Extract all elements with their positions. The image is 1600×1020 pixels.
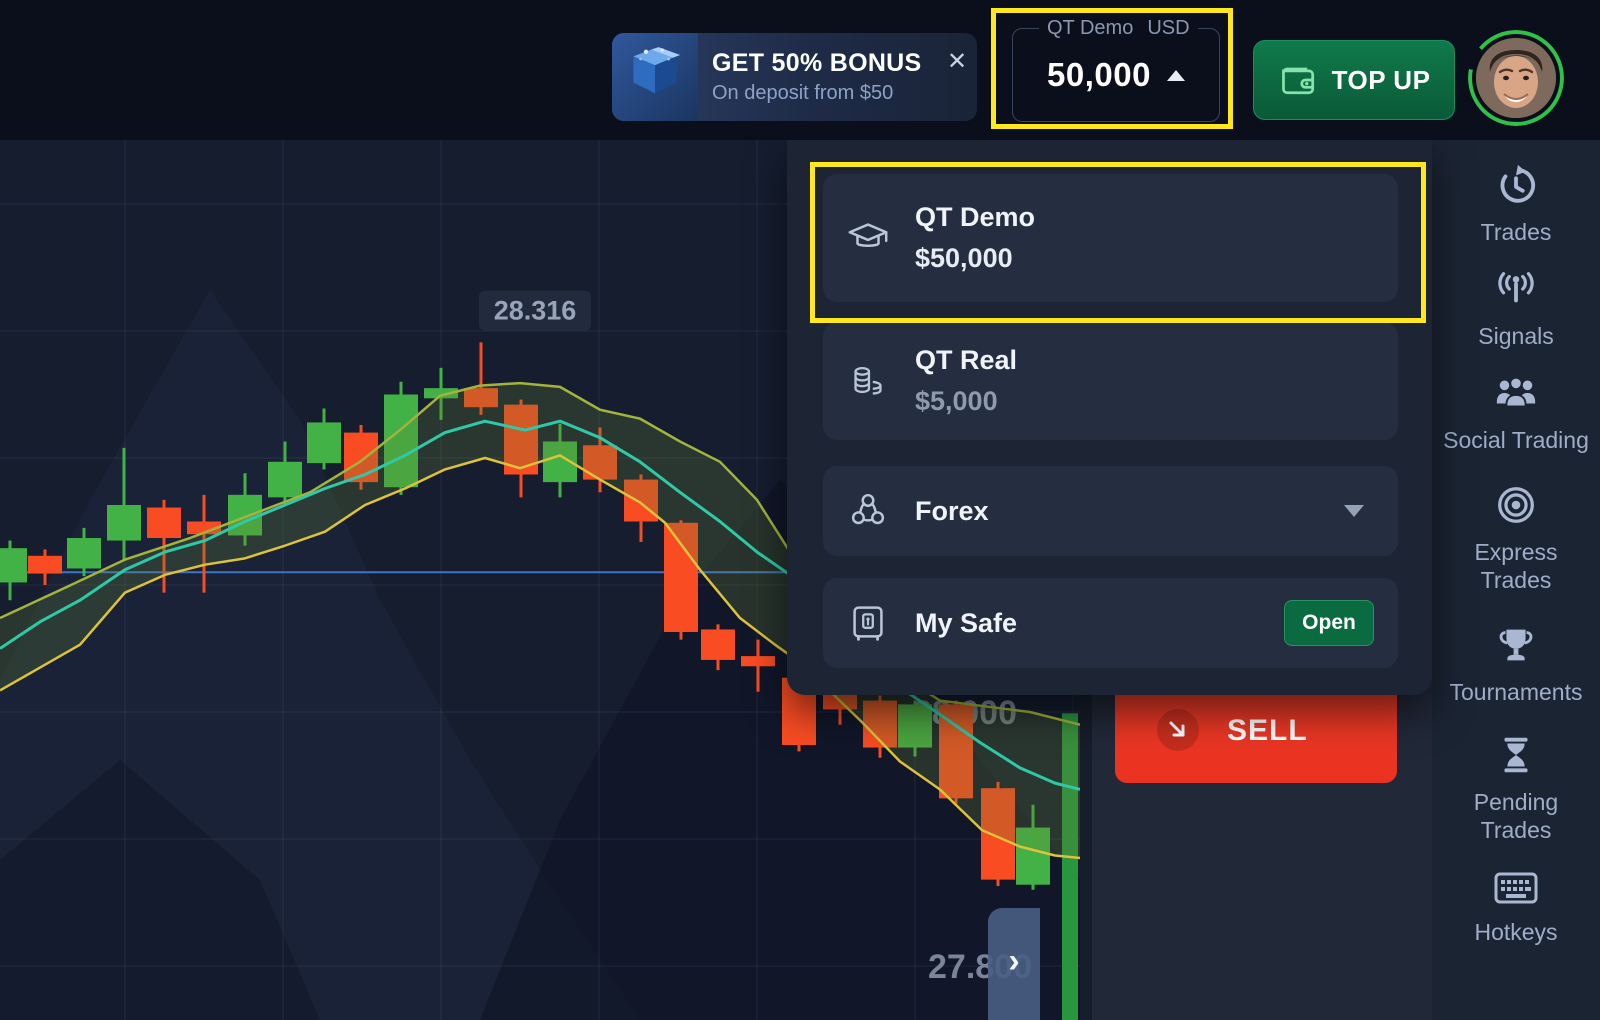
account-name: QT Demo — [915, 202, 1036, 232]
account-menu: QT Demo $50,000 QT Real $5,000 — [787, 140, 1432, 695]
expand-panel-button[interactable]: › — [988, 908, 1040, 1020]
keyboard-icon — [1494, 872, 1538, 904]
mountain-silhouette — [0, 760, 320, 1020]
gift-icon — [612, 33, 698, 121]
safe-icon — [853, 606, 883, 641]
menu-item-my-safe[interactable]: My Safe Open — [823, 578, 1398, 668]
account-balance: $50,000 — [915, 243, 1013, 273]
account-name: QT Real — [915, 345, 1018, 375]
account-balance: 50,000 — [1047, 56, 1151, 93]
trophy-icon — [1499, 629, 1533, 661]
chevron-down-icon — [1344, 505, 1364, 517]
chevron-up-icon — [1166, 69, 1185, 81]
sidebar-item-social-trading[interactable]: Social Trading — [1432, 370, 1600, 454]
coins-icon — [854, 367, 882, 395]
account-type-label: QT Demo USD — [1039, 17, 1198, 40]
svg-text:28.316: 28.316 — [494, 296, 577, 326]
banner-subtitle: On deposit from $50 — [712, 82, 894, 104]
people-icon — [1496, 376, 1536, 408]
sidebar-item-tournaments[interactable]: Tournaments — [1432, 622, 1600, 706]
candlestick-chart: 28.31628.00027.800 — [0, 140, 1080, 1020]
bonus-banner[interactable]: GET 50% BONUS On deposit from $50 ✕ — [612, 33, 977, 121]
wallet-icon — [1281, 67, 1314, 95]
mountain-silhouette — [480, 480, 1080, 1020]
menu-item-qt-real[interactable]: QT Real $5,000 — [823, 322, 1398, 440]
antenna-icon — [1498, 272, 1534, 303]
target-icon — [1498, 487, 1534, 523]
sidebar-item-pending-trades[interactable]: Pending Trades — [1432, 732, 1600, 844]
arrow-down-right-icon — [1157, 708, 1199, 751]
chevron-right-icon: › — [1008, 941, 1020, 980]
forex-icon — [851, 493, 885, 525]
top-bar: GET 50% BONUS On deposit from $50 ✕ QT D… — [0, 0, 1600, 140]
close-icon[interactable]: ✕ — [946, 48, 968, 75]
history-icon — [1500, 164, 1536, 203]
sell-label: SELL — [1227, 713, 1308, 747]
avatar-ring — [1468, 30, 1564, 126]
sidebar-item-hotkeys[interactable]: Hotkeys — [1432, 868, 1600, 946]
menu-item-qt-demo[interactable]: QT Demo $50,000 — [823, 174, 1398, 302]
account-selector[interactable]: QT Demo USD 50,000 — [1012, 17, 1220, 122]
open-safe-button[interactable]: Open — [1284, 600, 1374, 646]
banner-title: GET 50% BONUS — [712, 49, 922, 77]
right-sidebar: Trades Signals Social Trading Express Tr… — [1432, 140, 1600, 1020]
menu-item-forex[interactable]: Forex — [823, 466, 1398, 556]
graduation-cap-icon — [848, 223, 888, 247]
sidebar-item-signals[interactable]: Signals — [1432, 266, 1600, 350]
account-balance: $5,000 — [915, 386, 998, 416]
avatar[interactable] — [1468, 30, 1564, 126]
sidebar-item-express-trades[interactable]: Express Trades — [1432, 482, 1600, 594]
top-up-button[interactable]: TOP UP — [1253, 40, 1455, 120]
hourglass-icon — [1504, 737, 1528, 773]
sidebar-item-trades[interactable]: Trades — [1432, 162, 1600, 246]
